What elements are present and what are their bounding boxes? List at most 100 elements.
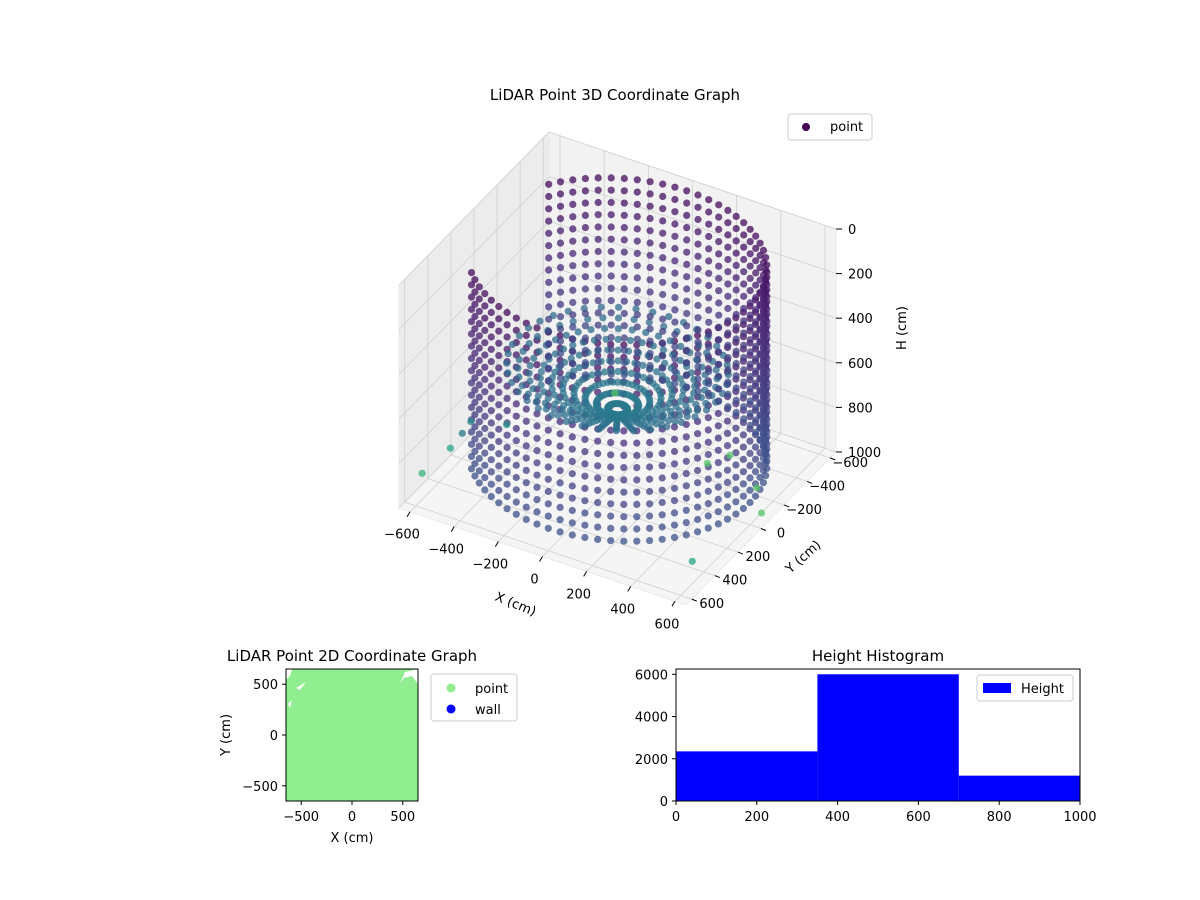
chart-3d-point xyxy=(759,369,768,377)
chart-3d-point xyxy=(594,437,602,445)
chart-3d-point xyxy=(705,306,713,314)
chart-3d-point xyxy=(646,512,654,520)
chart-3d-point xyxy=(522,442,530,450)
chart-3d-point xyxy=(471,276,479,284)
chart-3d-point xyxy=(756,411,764,419)
chart-3d-point xyxy=(705,343,713,351)
chart-3d-point xyxy=(732,436,740,445)
chart-3d-point xyxy=(666,337,674,345)
chart-3d-ytick xyxy=(830,457,836,461)
chart-3d-point xyxy=(715,225,723,233)
chart-3d-point xyxy=(581,460,589,468)
chart-3d-point xyxy=(495,413,503,421)
chart-3d-point xyxy=(545,266,553,274)
chart-3d-point xyxy=(658,437,666,445)
chart-3d-point xyxy=(594,462,602,470)
chart-3d-point xyxy=(671,294,679,302)
chart-3d-point xyxy=(724,206,732,214)
chart-3d-point xyxy=(554,396,563,404)
chart-2d-xlabel: X (cm) xyxy=(331,831,374,846)
chart-3d-point xyxy=(607,297,615,305)
chart-3d-point xyxy=(545,303,553,311)
chart-3d-point xyxy=(724,329,732,337)
chart-3d-point xyxy=(633,451,641,459)
chart-3d-point xyxy=(694,191,702,199)
chart-3d-point xyxy=(665,313,673,321)
chart-3d-point xyxy=(670,509,679,517)
chart-3d-ytick xyxy=(737,551,744,555)
chart-3d-point xyxy=(756,362,764,370)
chart-3d-point xyxy=(556,467,564,475)
chart-3d-point xyxy=(471,435,479,443)
chart-3d-point xyxy=(671,208,679,216)
chart-3d-point xyxy=(515,356,523,364)
chart-3d-point xyxy=(569,318,577,326)
chart-3d-point xyxy=(658,511,666,519)
chart-3d-point xyxy=(724,317,732,325)
chart-3d-point xyxy=(671,417,679,425)
chart-3d-point xyxy=(607,198,615,207)
chart-3d-point xyxy=(620,341,628,349)
chart-3d-point xyxy=(671,355,679,363)
chart-3d-point xyxy=(620,322,628,330)
chart-3d-point xyxy=(594,284,602,292)
chart-3d-point xyxy=(467,440,476,448)
chart-3d-point xyxy=(503,468,511,476)
chart-3d-point xyxy=(512,486,520,494)
chart-3d-point xyxy=(756,313,764,321)
histogram-bar xyxy=(676,751,818,801)
chart-3d-point xyxy=(670,497,679,505)
chart-3d-point xyxy=(746,336,754,344)
chart-3d-point xyxy=(581,346,590,354)
chart-3d-point xyxy=(569,403,577,411)
chart-3d-point xyxy=(581,497,589,505)
chart-3d-point xyxy=(584,315,592,323)
chart-3d-point xyxy=(732,274,740,282)
chart-3d-point xyxy=(512,400,520,408)
chart-3d-point xyxy=(600,368,609,376)
chart-3d-point xyxy=(545,205,553,213)
chart-3d-point xyxy=(752,330,760,338)
chart-3d-point xyxy=(522,430,530,438)
chart-3d-point xyxy=(475,393,483,401)
chart-3d-point xyxy=(746,462,754,470)
chart-3d-point xyxy=(533,361,541,369)
chart-3d-point xyxy=(471,460,479,468)
chart-3d-point xyxy=(756,374,764,382)
chart-3d-point xyxy=(623,391,631,399)
chart-3d-point xyxy=(569,213,577,221)
chart-3d-point xyxy=(732,409,740,417)
chart-3d-point xyxy=(537,381,545,389)
chart-2d-ylabel: Y (cm) xyxy=(219,714,234,757)
chart-3d-point xyxy=(481,486,489,494)
chart-3d-point xyxy=(607,438,615,447)
chart-3d-point xyxy=(475,320,483,328)
histogram-title: Height Histogram xyxy=(812,647,944,665)
chart-3d-point xyxy=(620,358,628,367)
chart-3d-point xyxy=(503,308,511,317)
chart-3d-point xyxy=(639,361,647,369)
chart-3d-point xyxy=(581,273,590,281)
chart-3d-point xyxy=(714,434,722,442)
chart-3d-point xyxy=(633,188,641,196)
chart-3d-point xyxy=(607,451,615,459)
chart-3d-point xyxy=(525,369,533,377)
chart-3d-point xyxy=(633,360,641,368)
chart-3d-xtick-label: −200 xyxy=(472,558,508,573)
chart-3d-point xyxy=(615,303,623,311)
chart-3d-point xyxy=(594,370,602,378)
chart-3d-point xyxy=(594,523,602,531)
chart-3d-point xyxy=(683,359,691,367)
chart-3d-point xyxy=(756,264,764,272)
chart-3d-point xyxy=(467,354,476,362)
histogram-legend: Height xyxy=(976,674,1074,702)
chart-3d-point xyxy=(704,500,712,508)
chart-3d-ytick xyxy=(691,598,697,602)
chart-3d-point xyxy=(756,337,764,345)
histogram-ytick-label: 4000 xyxy=(635,711,668,726)
chart-3d-point xyxy=(523,397,531,405)
chart-3d-point xyxy=(746,360,754,368)
chart-3d-point xyxy=(556,337,565,345)
chart-3d-point xyxy=(703,459,711,467)
chart-3d-point xyxy=(723,491,732,499)
